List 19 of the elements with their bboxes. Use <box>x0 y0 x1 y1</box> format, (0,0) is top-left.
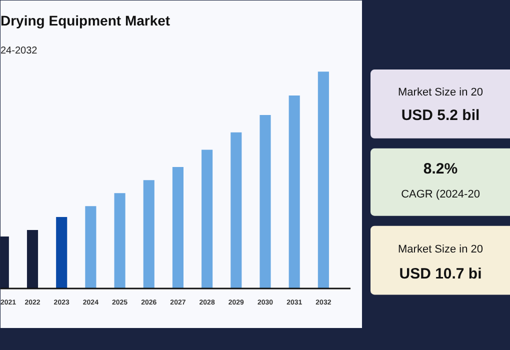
bar <box>143 180 154 288</box>
bar <box>318 72 329 288</box>
bar <box>114 193 126 288</box>
text: Market Size in 20 <box>398 86 483 98</box>
bar <box>260 115 271 288</box>
text: CAGR (2024-20 <box>401 188 480 200</box>
text: USD 5.2 bil <box>401 106 480 124</box>
bar <box>230 132 242 288</box>
text: Market Size in 20 <box>398 244 483 256</box>
bar <box>85 206 96 288</box>
bar <box>202 150 213 288</box>
bar <box>26 230 38 288</box>
chart-subtitle: 24-2032 <box>0 46 38 56</box>
bar <box>288 96 300 288</box>
bar <box>172 167 184 288</box>
text: USD 10.7 bi <box>399 265 482 282</box>
text: 8.2% <box>423 160 458 178</box>
bar <box>56 216 68 288</box>
chart-title: Drying Equipment Market <box>0 12 170 28</box>
